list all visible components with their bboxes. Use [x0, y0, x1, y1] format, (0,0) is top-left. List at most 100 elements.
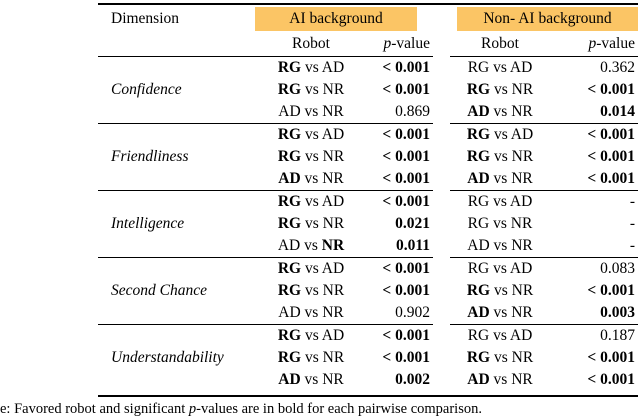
- robot-comparison-non-ai: AD vs NR: [450, 235, 550, 257]
- dimension-cell: Intelligence: [98, 191, 255, 257]
- vs-label: vs: [490, 148, 512, 165]
- vs-label: vs: [300, 371, 323, 388]
- rule-left-segment: [98, 257, 433, 258]
- robot-code: AD: [510, 126, 534, 143]
- robot-comparison-ai: RG vs AD: [255, 325, 367, 347]
- group-separator-rule: [98, 257, 638, 258]
- table-row: RG vs NR < 0.001 RG vs NR < 0.001: [255, 79, 638, 101]
- robot-code: NR: [322, 282, 345, 299]
- column-group-gap: [433, 79, 450, 101]
- table-caption: e: Favored robot and significant p-value…: [0, 401, 640, 418]
- robot-comparison-non-ai: AD vs NR: [450, 168, 550, 190]
- column-group-gap: [433, 146, 450, 168]
- vs-label: vs: [300, 170, 323, 187]
- group-separator-rule: [98, 123, 638, 124]
- robot-code: NR: [511, 282, 534, 299]
- p-value-ai: < 0.001: [382, 126, 430, 143]
- table-group: Confidence RG vs AD < 0.001 RG vs AD 0.362 RG…: [98, 57, 638, 123]
- p-value-ai: < 0.001: [382, 81, 430, 98]
- p-value-non-ai: < 0.001: [587, 349, 635, 366]
- robot-comparison-non-ai: RG vs NR: [450, 213, 550, 235]
- vs-label: vs: [300, 237, 322, 254]
- robot-code: AD: [321, 327, 345, 344]
- p-value-non-ai: 0.187: [600, 327, 635, 344]
- p-value-non-ai: < 0.001: [587, 81, 635, 98]
- robot-code: NR: [322, 349, 345, 366]
- column-group-gap: [433, 258, 450, 280]
- dimension-cell: Confidence: [98, 57, 255, 123]
- vs-label: vs: [489, 327, 510, 344]
- column-group-gap: [433, 124, 450, 146]
- p-value-ai: 0.021: [395, 215, 430, 232]
- robot-comparison-ai: AD vs NR: [255, 369, 367, 391]
- column-group-gap: [433, 191, 450, 213]
- table-row: AD vs NR 0.869 AD vs NR 0.014: [255, 101, 638, 123]
- dimension-cell: Friendliness: [98, 124, 255, 190]
- p-value-ai: 0.011: [395, 237, 430, 254]
- dimension-label: Confidence: [111, 81, 182, 98]
- p-value-ai: < 0.001: [382, 327, 430, 344]
- p-value-ai: 0.869: [395, 103, 430, 120]
- vs-label: vs: [301, 282, 323, 299]
- robot-code: AD: [467, 304, 490, 321]
- robot-comparison-non-ai: RG vs AD: [450, 325, 550, 347]
- p-value-ai: 0.002: [395, 371, 430, 388]
- results-table: Dimension AI background Non- AI backgrou…: [98, 3, 638, 397]
- robot-comparison-non-ai: AD vs NR: [450, 101, 550, 123]
- robot-code: RG: [466, 81, 491, 98]
- vs-label: vs: [301, 193, 322, 210]
- robot-code: NR: [322, 215, 345, 232]
- vs-label: vs: [489, 215, 511, 232]
- column-group-gap: [433, 213, 450, 235]
- robot-comparison-ai: RG vs AD: [255, 258, 367, 280]
- robot-code: RG: [466, 148, 491, 165]
- caption-prefix: e: Favored robot and significant: [0, 401, 189, 417]
- robot-comparison-non-ai: RG vs NR: [450, 280, 550, 302]
- robot-code: NR: [322, 304, 344, 321]
- p-italic: p: [588, 35, 597, 52]
- comparison-rows: RG vs AD < 0.001 RG vs AD - RG vs NR 0.021 RG …: [255, 191, 638, 257]
- robot-comparison-non-ai: RG vs NR: [450, 146, 550, 168]
- p-value-ai: < 0.001: [382, 260, 430, 277]
- table-row: RG vs AD < 0.001 RG vs AD 0.083: [255, 258, 638, 280]
- robot-comparison-ai: AD vs NR: [255, 302, 367, 324]
- vs-label: vs: [490, 282, 512, 299]
- vs-label: vs: [301, 327, 322, 344]
- robot-comparison-non-ai: RG vs AD: [450, 124, 550, 146]
- vs-label: vs: [301, 260, 322, 277]
- robot-comparison-ai: RG vs NR: [255, 347, 367, 369]
- rule-left-segment: [98, 56, 433, 57]
- table-row: AD vs NR 0.002 AD vs NR < 0.001: [255, 369, 638, 391]
- robot-code: AD: [467, 103, 490, 120]
- robot-comparison-ai: RG vs AD: [255, 57, 367, 79]
- column-group-gap: [433, 302, 450, 324]
- table-bottom-rule: [98, 395, 638, 397]
- dimension-column-header: Dimension: [111, 9, 180, 27]
- vs-label: vs: [489, 59, 510, 76]
- robot-comparison-ai: RG vs NR: [255, 146, 367, 168]
- robot-comparison-non-ai: AD vs NR: [450, 302, 550, 324]
- rule-right-segment: [450, 123, 638, 124]
- robot-code: RG: [277, 282, 302, 299]
- robot-comparison-ai: AD vs NR: [255, 235, 367, 257]
- caption-p-italic: p: [188, 401, 197, 417]
- table-row: RG vs AD < 0.001 RG vs AD 0.187: [255, 325, 638, 347]
- p-value-non-ai: < 0.001: [587, 170, 635, 187]
- robot-code: NR: [510, 215, 533, 232]
- group-separator-rule: [98, 190, 638, 191]
- p-rest: -value: [596, 35, 635, 52]
- robot-code: NR: [322, 170, 344, 187]
- robot-code: RG: [466, 126, 491, 143]
- comparison-rows: RG vs AD < 0.001 RG vs AD < 0.001 RG vs NR < …: [255, 124, 638, 190]
- vs-label: vs: [301, 148, 323, 165]
- robot-code: NR: [511, 237, 533, 254]
- vs-label: vs: [301, 215, 323, 232]
- robot-code: NR: [322, 371, 344, 388]
- column-group-gap: [433, 280, 450, 302]
- dimension-cell: Understandability: [98, 325, 255, 391]
- vs-label: vs: [490, 349, 512, 366]
- p-value-ai: < 0.001: [382, 193, 430, 210]
- robot-comparison-ai: RG vs AD: [255, 191, 367, 213]
- caption-suffix: -values are in bold for each pairwise co…: [196, 401, 482, 417]
- column-group-gap: [433, 235, 450, 257]
